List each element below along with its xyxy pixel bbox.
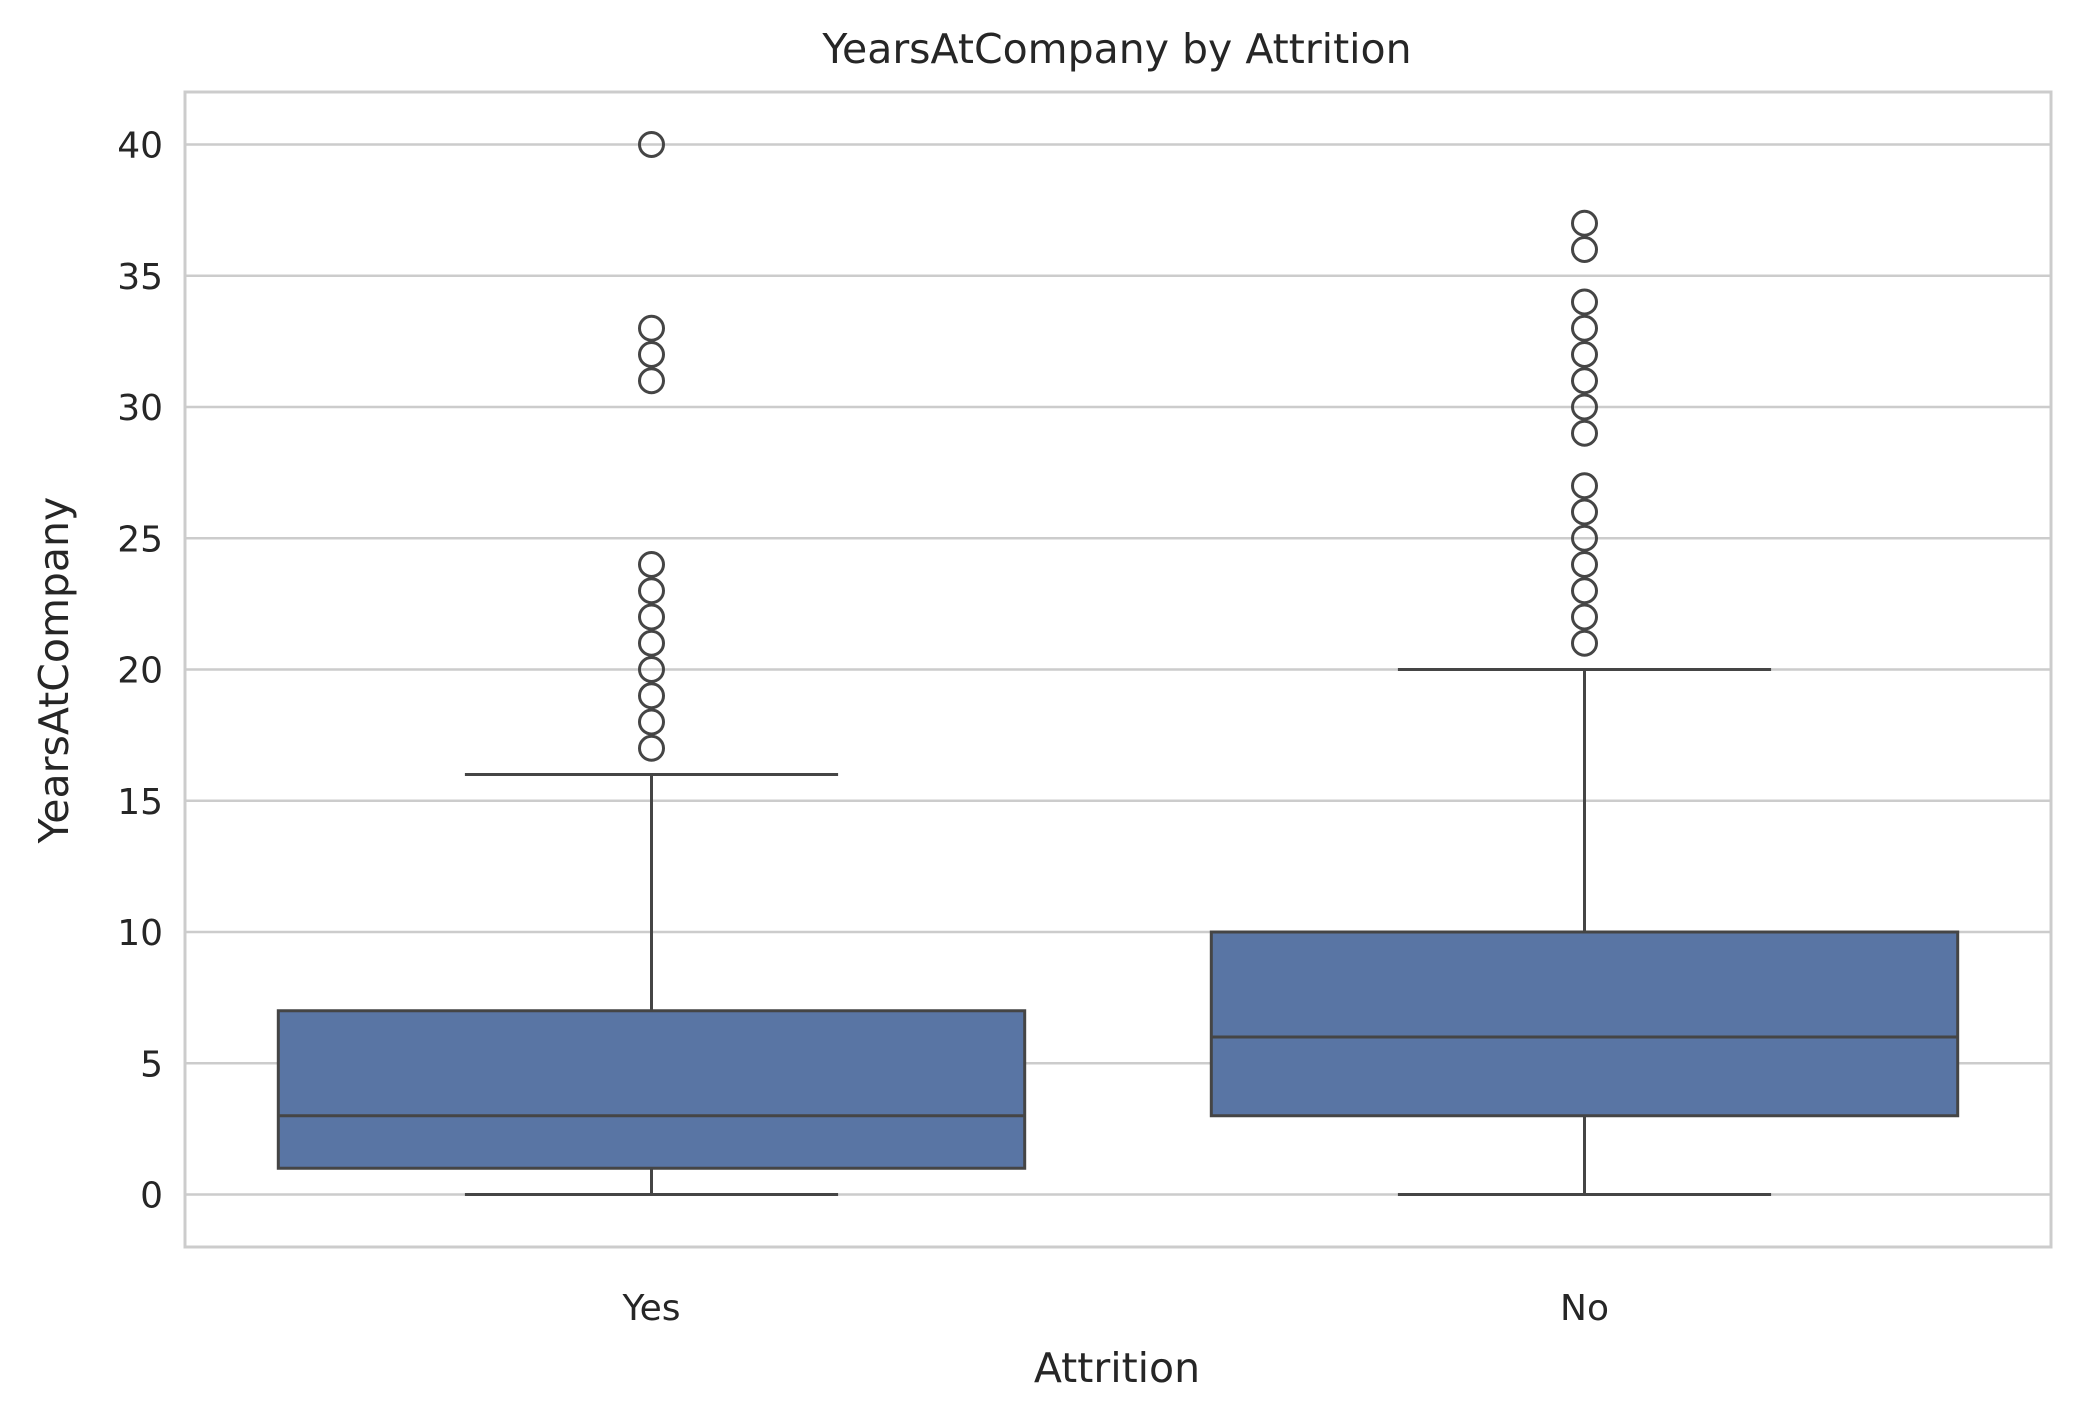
y-tick-label: 15 xyxy=(117,782,163,823)
outlier-point xyxy=(638,577,665,605)
box-group-no xyxy=(1209,209,1960,1196)
outlier-point xyxy=(638,603,665,631)
outlier-point xyxy=(638,656,665,683)
x-tick-label: Yes xyxy=(621,1288,680,1329)
y-tick-labels: 0 5 10 15 20 25 30 35 40 xyxy=(117,126,163,1217)
outlier-point xyxy=(638,682,665,710)
y-axis-label: YearsAtCompany xyxy=(30,497,78,845)
box-layer xyxy=(276,131,1960,1196)
outlier-point xyxy=(1571,393,1598,421)
x-tick-label: No xyxy=(1560,1288,1609,1329)
x-axis-label: Attrition xyxy=(1034,1344,1200,1392)
chart-title: YearsAtCompany by Attrition xyxy=(821,25,1411,73)
iqr-box xyxy=(276,1009,1027,1170)
outlier-point xyxy=(638,314,665,342)
outlier-point xyxy=(1571,419,1598,447)
outlier-point xyxy=(1571,236,1598,263)
outlier-point xyxy=(638,551,665,578)
outlier-point xyxy=(638,708,665,736)
outlier-point xyxy=(638,367,665,395)
y-tick-label: 5 xyxy=(140,1044,163,1085)
box-group-yes xyxy=(276,131,1027,1196)
outlier-point xyxy=(1571,367,1598,395)
iqr-box xyxy=(1209,930,1960,1118)
x-tick-labels: Yes No xyxy=(621,1288,1609,1329)
outlier-point xyxy=(638,341,665,368)
y-tick-label: 10 xyxy=(117,913,163,954)
outlier-point xyxy=(1571,209,1598,237)
y-tick-label: 25 xyxy=(117,519,163,560)
outlier-point xyxy=(638,629,665,657)
outlier-point xyxy=(1571,314,1598,342)
outlier-point xyxy=(638,734,665,762)
outlier-point xyxy=(1571,498,1598,526)
outlier-point xyxy=(1571,341,1598,368)
y-tick-label: 30 xyxy=(117,388,163,429)
outlier-point xyxy=(1571,551,1598,578)
y-tick-label: 20 xyxy=(117,651,163,692)
plot-frame xyxy=(183,90,2053,1249)
y-tick-label: 40 xyxy=(117,126,163,167)
outlier-point xyxy=(1571,629,1598,657)
y-tick-label: 0 xyxy=(140,1176,163,1217)
outlier-point xyxy=(1571,472,1598,500)
outlier-point xyxy=(1571,524,1598,552)
outlier-point xyxy=(1571,577,1598,605)
outlier-point xyxy=(1571,288,1598,316)
y-tick-label: 35 xyxy=(117,257,163,298)
outlier-point xyxy=(1571,603,1598,631)
outlier-point xyxy=(638,131,665,158)
